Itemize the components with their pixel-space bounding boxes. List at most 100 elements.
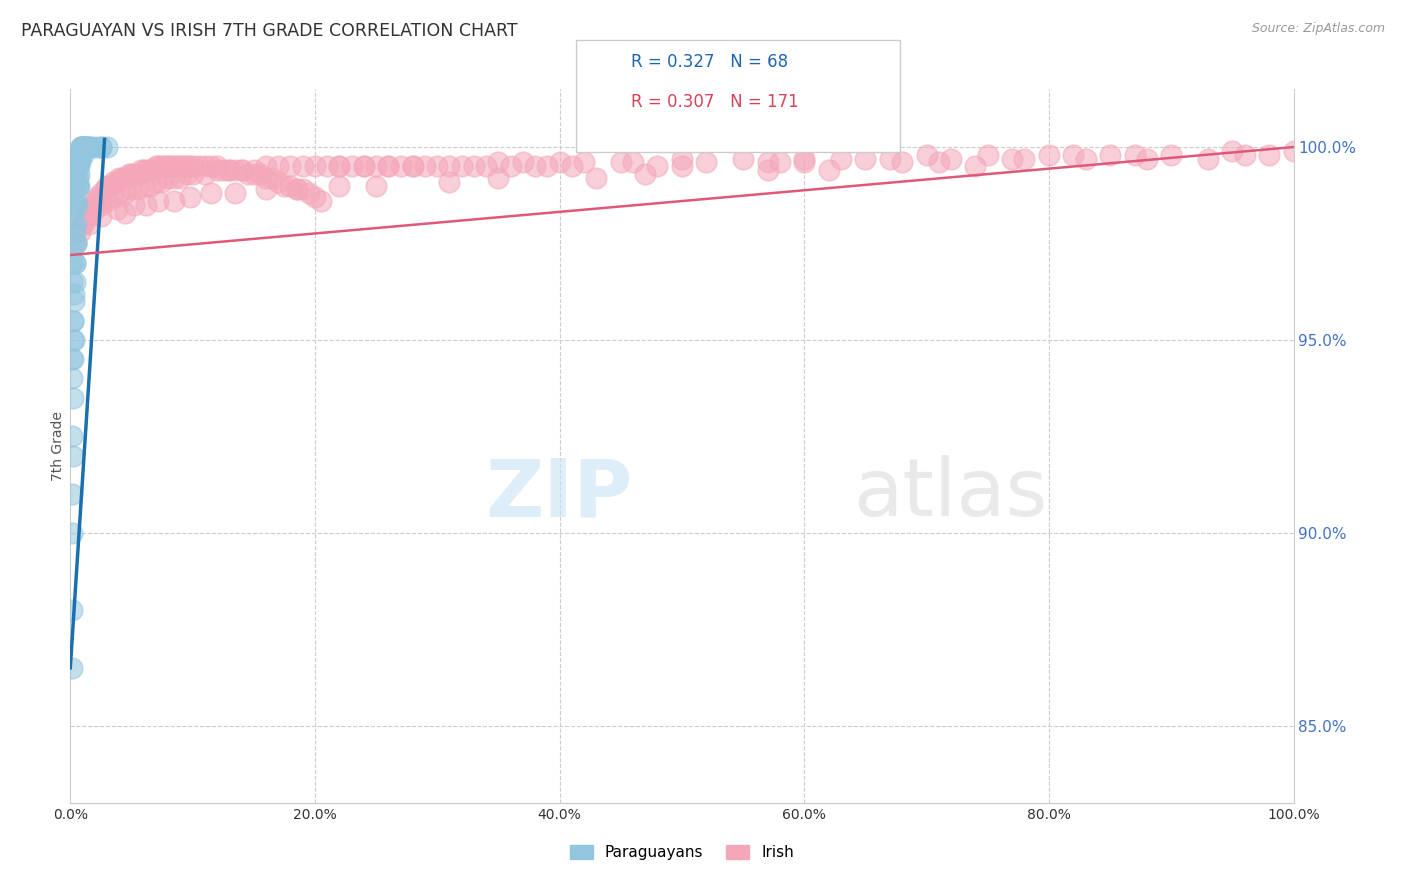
Point [72,217,94,231]
Point [769,155,792,169]
Point [1160,148,1182,162]
Point [101,175,124,189]
Point [1282,144,1305,158]
Point [72,148,94,162]
Point [695,155,717,169]
Point [72,140,94,154]
Point [67,159,90,173]
Point [73,140,96,154]
Point [499,159,522,173]
Point [1220,144,1243,158]
Point [561,159,583,173]
Point [60,275,83,289]
Point [62,313,84,327]
Point [585,170,607,185]
Point [671,152,693,166]
Point [62,236,84,251]
Point [98,178,121,193]
Point [63,190,86,204]
Point [254,159,277,173]
Point [135,163,157,178]
Point [285,182,308,196]
Point [145,175,167,189]
Point [205,159,228,173]
Point [169,159,191,173]
Point [488,155,510,169]
Point [114,170,136,185]
Point [105,202,128,216]
Point [328,178,350,193]
Point [132,163,155,178]
Point [1136,152,1159,166]
Point [62,449,84,463]
Point [70,140,93,154]
Point [817,163,839,178]
Point [280,159,302,173]
Point [218,163,240,178]
Point [66,178,89,193]
Point [928,155,950,169]
Point [267,159,290,173]
Point [377,159,399,173]
Point [66,155,89,169]
Point [756,163,779,178]
Point [69,144,91,158]
Point [756,155,779,169]
Point [610,155,633,169]
Point [63,286,86,301]
Point [60,661,83,675]
Point [150,175,173,189]
Point [62,313,84,327]
Point [1001,152,1024,166]
Point [254,170,277,185]
Point [63,256,86,270]
Point [1062,148,1084,162]
Point [402,159,425,173]
Point [200,159,222,173]
Point [65,170,87,185]
Point [212,163,235,178]
Text: PARAGUAYAN VS IRISH 7TH GRADE CORRELATION CHART: PARAGUAYAN VS IRISH 7TH GRADE CORRELATIO… [21,22,517,40]
Point [176,167,198,181]
Point [86,190,108,204]
Point [63,225,86,239]
Point [572,155,595,169]
Point [96,140,118,154]
Point [167,159,190,173]
Point [96,178,118,193]
Point [1197,152,1219,166]
Point [353,159,375,173]
Point [366,159,388,173]
Point [70,140,93,154]
Point [939,152,962,166]
Point [1074,152,1097,166]
Point [73,140,96,154]
Point [224,186,246,201]
Point [1099,148,1122,162]
Point [79,140,101,154]
Point [285,182,308,196]
Point [1233,148,1256,162]
Point [243,167,266,181]
Point [76,140,98,154]
Point [105,175,128,189]
Point [304,190,326,204]
Point [439,159,461,173]
Point [793,152,815,166]
Point [328,159,350,173]
Point [426,159,449,173]
Point [67,167,90,181]
Point [77,202,100,216]
Point [439,175,461,189]
Point [621,155,644,169]
Point [108,186,131,201]
Legend: Paraguayans, Irish: Paraguayans, Irish [564,839,800,866]
Point [121,167,143,181]
Point [163,170,186,185]
Point [830,152,852,166]
Point [793,155,815,169]
Point [67,148,90,162]
Point [176,159,198,173]
Point [291,159,314,173]
Point [155,159,177,173]
